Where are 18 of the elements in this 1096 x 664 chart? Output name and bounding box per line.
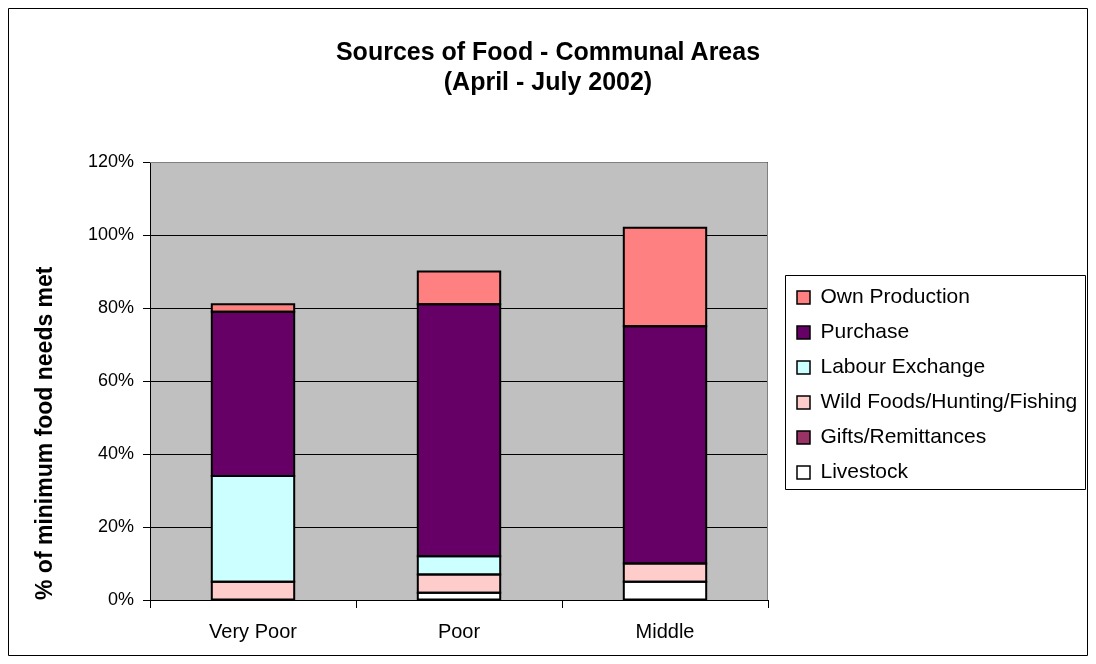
legend-label: Livestock (820, 459, 909, 483)
legend-label: Wild Foods/Hunting/Fishing (820, 389, 1078, 413)
y-tick-label: 0% (107, 588, 134, 609)
legend-label: Gifts/Remittances (820, 424, 987, 448)
y-tick-label: 120% (87, 150, 134, 171)
chart-title: Sources of Food - Communal Areas (April - July 2002) (335, 36, 761, 95)
y-tick-label: 40% (97, 442, 134, 463)
x-tick-label: Middle (635, 619, 695, 642)
y-axis-title: % of minimum food needs met (31, 266, 58, 600)
x-tick-label: Very Poor (209, 619, 298, 642)
legend-label: Purchase (820, 319, 910, 343)
x-tick-label: Poor (437, 619, 481, 642)
y-tick-label: 100% (87, 223, 134, 244)
legend-label: Own Production (820, 284, 970, 308)
y-tick-label: 80% (97, 296, 134, 317)
y-tick-label: 20% (97, 515, 134, 536)
y-tick-label: 60% (97, 369, 134, 390)
legend-label: Labour Exchange (820, 354, 986, 378)
